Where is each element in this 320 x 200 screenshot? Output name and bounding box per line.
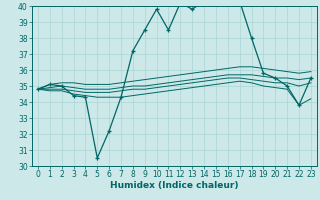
X-axis label: Humidex (Indice chaleur): Humidex (Indice chaleur) bbox=[110, 181, 239, 190]
